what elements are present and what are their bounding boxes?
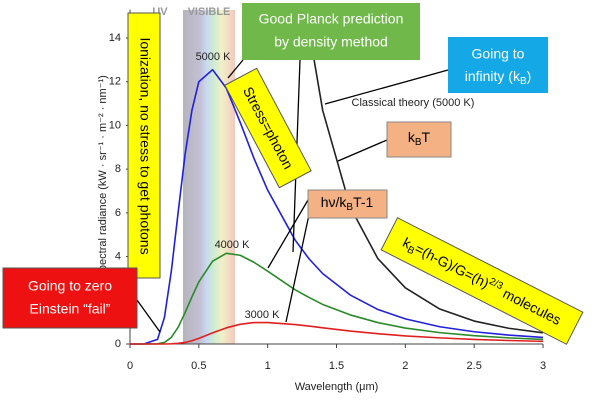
kbt-box	[386, 121, 452, 158]
band-label: VISIBLE	[188, 6, 231, 18]
stress-box	[224, 67, 312, 189]
text-part: k	[408, 129, 416, 145]
text-part: T	[422, 129, 431, 145]
x-axis-label: Wavelength (μm)	[295, 381, 379, 393]
x-tick-label: 1.5	[329, 360, 344, 372]
subscript: B	[346, 202, 353, 213]
connector	[227, 59, 244, 79]
y-tick-label: 12	[109, 76, 121, 88]
subscript: B	[520, 76, 527, 87]
y-tick-label: 10	[109, 119, 121, 131]
text-part: infinity (k	[465, 68, 521, 84]
text-part: hν/k	[321, 194, 348, 210]
molecules-group: kB=(h-G)/G=(h)2/3 molecules	[380, 217, 584, 345]
zero-box	[2, 267, 138, 329]
infinity-box	[448, 37, 548, 93]
subscript: B	[405, 244, 416, 257]
ionization-text: Ionization, no stress to get photons	[137, 37, 153, 254]
zero-text: Going to zero	[28, 278, 112, 294]
spectrum-band	[183, 10, 235, 344]
y-tick-label: 0	[115, 338, 121, 350]
curve-label: 4000 K	[215, 239, 251, 251]
kbt-text: kBT	[408, 129, 431, 148]
x-tick-label: 3	[540, 360, 546, 372]
connector	[267, 199, 309, 269]
stress-group: Stress=photon	[224, 67, 312, 189]
x-tick-label: 2	[402, 360, 408, 372]
connector	[324, 69, 449, 105]
text-part: )	[527, 68, 532, 84]
x-tick-label: 1	[265, 360, 271, 372]
planck-text: by density method	[274, 34, 388, 50]
y-tick-label: 14	[109, 32, 121, 44]
hv-box	[307, 189, 388, 219]
curve	[308, 29, 544, 334]
curve-label: 5000 K	[196, 51, 232, 63]
y-tick-label: 4	[115, 250, 121, 262]
connector	[337, 139, 388, 162]
molecules-box	[380, 217, 584, 345]
planck-box	[242, 3, 420, 60]
molecules-text: kB=(h-G)/G=(h)2/3 molecules	[399, 233, 564, 330]
planck-text: Good Planck prediction	[259, 11, 404, 27]
annotations: Ionization, no stress to get photons Goo…	[2, 3, 584, 345]
ionization-box	[127, 12, 161, 279]
infinity-text: Going to	[472, 46, 525, 62]
curve	[130, 252, 544, 345]
infinity-text: infinity (kB)	[465, 68, 532, 87]
y-tick-label: 8	[115, 163, 121, 175]
y-tick-label: 6	[115, 207, 121, 219]
text-part: T-1	[353, 194, 373, 210]
y-axis-label: Spectral radiance (kW · sr⁻¹ · m⁻² · nm⁻…	[97, 75, 109, 278]
curve	[130, 68, 544, 345]
zero-text: Einstein “fail”	[30, 301, 111, 317]
connector	[136, 299, 161, 333]
connector	[285, 209, 311, 323]
x-tick-label: 0.5	[191, 360, 206, 372]
curve-label: Classical theory (5000 K)	[352, 97, 475, 109]
series-group	[130, 29, 544, 345]
curve-label: 3000 K	[245, 309, 281, 321]
hv-text: hν/kBT-1	[321, 194, 374, 213]
x-tick-label: 2.5	[467, 360, 482, 372]
x-tick-label: 0	[127, 360, 133, 372]
curve	[130, 321, 544, 345]
subscript: B	[415, 137, 422, 148]
